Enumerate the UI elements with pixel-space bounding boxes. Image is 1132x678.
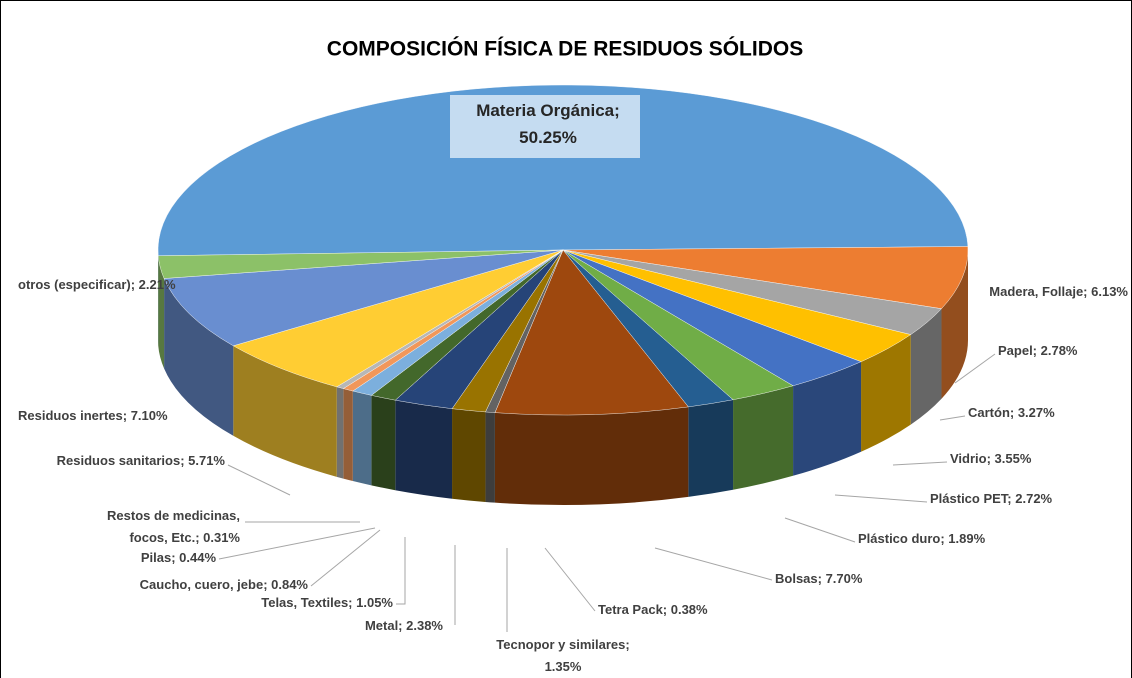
slice-sides (158, 250, 968, 505)
slice-side (733, 385, 794, 490)
labels: Materia Orgánica; 50.25% Madera, Follaje; … (18, 95, 1128, 674)
slice-side (688, 399, 734, 497)
data-label: Plástico duro; 1.89% (858, 531, 986, 546)
slice (157, 84, 969, 256)
slice-side (910, 308, 942, 425)
chart-title: COMPOSICIÓN FÍSICA DE RESIDUOS SÓLIDOS (327, 37, 803, 61)
slice-side (343, 388, 353, 482)
data-label: Cartón; 3.27% (968, 405, 1055, 420)
leader-line (834, 494, 928, 503)
slice-side (941, 250, 968, 399)
data-label: Restos de medicinas, focos, Etc.; 0.31% (107, 508, 240, 545)
slice-side (452, 408, 486, 502)
leader-line (954, 353, 996, 384)
slice-side (485, 411, 495, 503)
data-label: Papel; 2.78% (998, 343, 1078, 358)
data-label: otros (especificar); 2.21% (18, 277, 176, 292)
data-label: Madera, Follaje; 6.13% (989, 284, 1128, 299)
slice-side (861, 334, 911, 452)
data-label: Materia Orgánica; 50.25% (476, 101, 620, 147)
data-label: Pilas; 0.44% (141, 550, 217, 565)
leader-line (218, 527, 376, 560)
slice-side (395, 400, 453, 499)
slice-side (158, 255, 165, 369)
data-label: Bolsas; 7.70% (775, 571, 863, 586)
data-label: Residuos sanitarios; 5.71% (57, 453, 226, 468)
data-label: Metal; 2.38% (365, 618, 443, 633)
leader-line (544, 547, 596, 612)
slice (494, 249, 689, 416)
slice (158, 249, 564, 279)
data-label: Plástico PET; 2.72% (930, 491, 1053, 506)
slice (232, 249, 564, 388)
slice-side (371, 395, 396, 491)
slice-side (233, 345, 337, 477)
slice (562, 246, 969, 309)
slice-side (336, 386, 344, 479)
slice (163, 249, 564, 347)
leader-line (939, 415, 966, 421)
data-label: Telas, Textiles; 1.05% (261, 595, 393, 610)
data-label: Tetra Pack; 0.38% (598, 602, 708, 617)
slice-tops (157, 84, 969, 416)
leader-line (310, 529, 381, 587)
data-label: Vidrio; 3.55% (950, 451, 1032, 466)
leader-line (784, 517, 856, 543)
slice-side (793, 361, 862, 476)
data-label: Caucho, cuero, jebe; 0.84% (140, 577, 309, 592)
slice-side (494, 406, 689, 505)
leader-line (227, 464, 291, 496)
slice-side (164, 278, 234, 436)
data-label: Tecnopor y similares; 1.35% (496, 637, 629, 674)
leader-line (892, 461, 948, 466)
slice-side (352, 391, 372, 486)
data-label: Residuos inertes; 7.10% (18, 408, 168, 423)
label-box (450, 95, 640, 158)
leader-line (654, 547, 773, 581)
leader-line (396, 537, 406, 605)
